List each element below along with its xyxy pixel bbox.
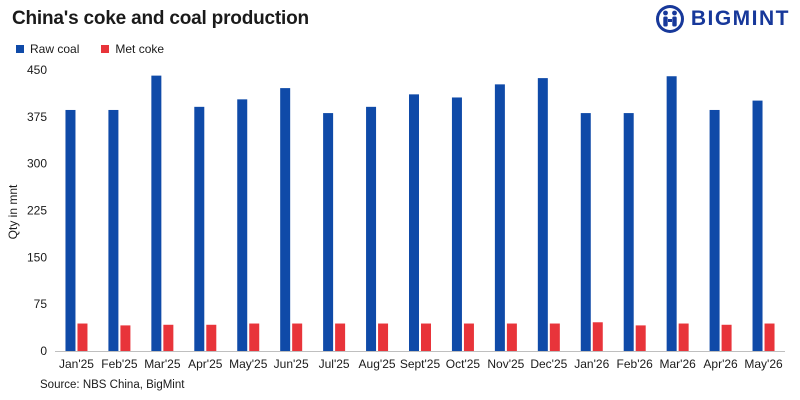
chart-legend: Raw coal Met coke [16,42,164,56]
y-tick-label: 75 [34,297,48,311]
bar-raw-coal-17 [752,100,763,351]
y-tick-label: 150 [27,250,47,264]
x-tick-label: Dec'25 [530,357,567,371]
bar-met-coke-5 [249,323,260,351]
bar-met-coke-4 [206,324,217,351]
bars [65,75,775,352]
bar-raw-coal-14 [623,113,634,351]
x-tick-label: Mar'25 [144,357,181,371]
x-tick-label: Sept'25 [400,357,441,371]
x-tick-label: Jul'25 [319,357,350,371]
x-axis-ticks: Jan'25 Feb'25 Mar'25 Apr'25 May'25 Jun'25 Jul'… [59,357,783,371]
x-tick-label: Jan'25 [59,357,94,371]
bar-met-coke-8 [378,323,389,351]
x-tick-label: Feb'25 [101,357,138,371]
bar-met-coke-14 [635,325,646,351]
legend-label-raw-coal: Raw coal [30,42,80,56]
bar-met-coke-17 [764,323,775,351]
x-tick-label: Mar'26 [659,357,696,371]
y-tick-label: 300 [27,157,47,171]
x-tick-label: Oct'25 [446,357,481,371]
bar-raw-coal-6 [280,88,291,351]
x-tick-label: Jun'25 [274,357,309,371]
bar-raw-coal-12 [537,78,548,352]
bar-met-coke-2 [120,325,131,351]
bar-met-coke-12 [549,323,560,351]
bar-raw-coal-5 [237,99,248,351]
bar-met-coke-7 [335,323,346,351]
y-axis-title: Qty in mnt [6,184,20,239]
bar-raw-coal-1 [65,109,76,351]
x-tick-label: May'25 [229,357,268,371]
bigmint-logo-text: BIGMINT [690,7,790,30]
source-note: Source: NBS China, BigMint [40,379,185,391]
bar-met-coke-16 [721,324,732,351]
bar-met-coke-10 [463,323,474,351]
bar-raw-coal-3 [151,75,162,352]
x-tick-label: Nov'25 [487,357,524,371]
bar-met-coke-1 [77,323,88,351]
bar-raw-coal-10 [451,97,462,351]
legend-swatch-met-coke [101,45,110,53]
bar-raw-coal-4 [194,106,205,351]
legend-item-met-coke: Met coke [101,42,164,56]
bar-raw-coal-8 [366,106,377,351]
legend-label-met-coke: Met coke [115,42,165,56]
x-tick-label: Jan'26 [574,357,609,371]
bar-raw-coal-13 [580,113,591,351]
bar-met-coke-15 [678,323,689,351]
chart-title: China's coke and coal production [12,8,309,29]
bar-met-coke-6 [292,323,303,351]
bar-raw-coal-9 [409,94,419,351]
x-tick-label: Feb'26 [617,357,654,371]
legend-item-raw-coal: Raw coal [16,42,79,56]
x-tick-label: Aug'25 [359,357,396,371]
x-tick-label: Apr'25 [188,357,223,371]
bigmint-logo: BIGMINT [655,4,790,34]
x-tick-label: May'26 [744,357,783,371]
bar-met-coke-11 [506,323,517,351]
bar-met-coke-13 [592,322,603,351]
bar-raw-coal-11 [494,84,505,352]
bigmint-logo-icon [655,5,684,33]
legend-swatch-raw-coal [16,45,24,53]
y-tick-label: 225 [27,204,47,218]
bar-met-coke-3 [163,324,174,351]
x-tick-label: Apr'26 [703,357,738,371]
y-axis-ticks: 0 75 150 225 300 375 450 [27,63,47,358]
y-tick-label: 450 [27,63,47,77]
bar-raw-coal-7 [323,113,334,351]
bar-raw-coal-2 [108,109,119,351]
bar-raw-coal-15 [666,76,677,351]
bar-met-coke-9 [421,323,431,351]
y-tick-label: 375 [27,110,47,124]
bar-raw-coal-16 [709,109,720,351]
y-tick-label: 0 [40,344,47,358]
